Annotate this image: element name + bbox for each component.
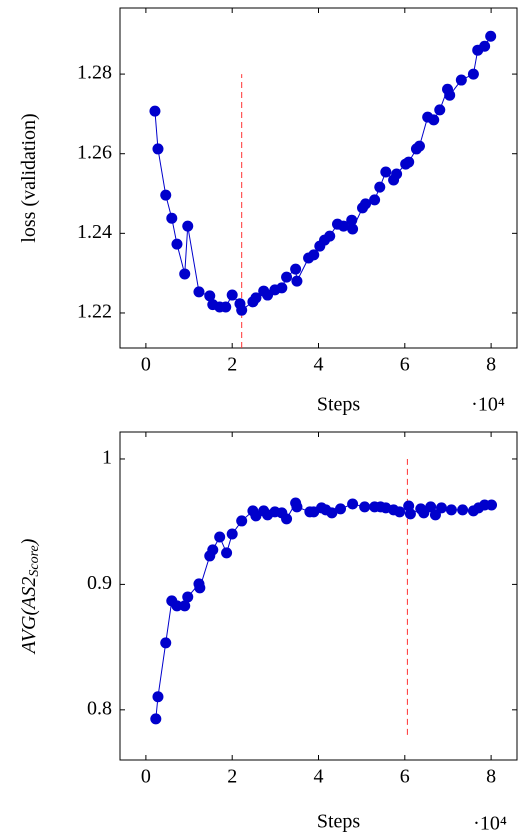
point <box>236 304 248 316</box>
point <box>281 513 293 525</box>
y-label-sub: Score <box>27 545 42 576</box>
y-label-end: ) <box>18 538 40 546</box>
y-label-main: AVG(AS2 <box>18 577 40 656</box>
series-line <box>155 501 492 719</box>
point <box>182 220 194 232</box>
point <box>403 156 415 168</box>
point <box>413 140 425 152</box>
point <box>338 220 350 232</box>
x-tick-label: 4 <box>314 766 324 788</box>
point <box>250 510 262 522</box>
point <box>434 104 446 116</box>
series-line <box>154 36 492 312</box>
point <box>435 502 447 514</box>
x-tick-label: 4 <box>314 354 324 376</box>
y-axis-label: AVG(AS2Score) <box>18 538 43 655</box>
point <box>404 508 416 520</box>
y-tick-label: 0.9 <box>87 572 112 594</box>
point <box>347 498 359 510</box>
point <box>467 68 479 80</box>
point <box>171 600 183 612</box>
point <box>276 282 288 294</box>
point <box>204 290 216 302</box>
y-tick-label: 1.28 <box>77 62 112 84</box>
point <box>171 238 183 250</box>
point <box>290 263 302 275</box>
point <box>445 504 457 516</box>
point <box>152 143 164 155</box>
y-axis-label: loss (validation) <box>18 113 40 242</box>
y-tick-label: 1.22 <box>77 301 112 323</box>
point <box>444 89 456 101</box>
point <box>220 301 232 313</box>
point <box>324 230 336 242</box>
x-axis-label: Steps <box>317 811 361 833</box>
y-tick-label: 1.24 <box>77 221 112 243</box>
point <box>214 531 226 543</box>
point <box>394 506 406 518</box>
x-tick-label: 0 <box>141 766 151 788</box>
x-multiplier: ·10⁴ <box>473 813 507 835</box>
point <box>428 114 440 126</box>
x-tick-label: 2 <box>227 766 237 788</box>
point <box>457 504 469 516</box>
y-tick-label: 1.26 <box>77 141 112 163</box>
y-tick-label: 0.8 <box>87 697 112 719</box>
point <box>236 515 248 527</box>
x-multiplier: ·10⁴ <box>471 394 505 416</box>
point <box>425 501 437 513</box>
point <box>152 691 164 703</box>
point <box>149 105 161 117</box>
point <box>360 198 372 210</box>
point <box>182 591 194 603</box>
x-tick-label: 6 <box>400 766 410 788</box>
point <box>160 637 172 649</box>
point <box>485 30 497 42</box>
point <box>479 40 491 52</box>
x-tick-label: 6 <box>400 354 410 376</box>
point <box>194 582 206 594</box>
point <box>281 271 293 283</box>
y-label-main: loss (validation) <box>18 113 40 242</box>
point <box>369 194 381 206</box>
point <box>291 501 303 513</box>
point <box>226 289 238 301</box>
point <box>308 249 320 261</box>
point <box>391 168 403 180</box>
point <box>207 544 219 556</box>
point <box>160 189 172 201</box>
point <box>347 223 359 235</box>
point <box>359 501 371 513</box>
point <box>455 74 467 86</box>
point <box>335 503 347 515</box>
x-tick-label: 8 <box>486 354 496 376</box>
point <box>166 212 178 224</box>
point <box>326 507 338 519</box>
point <box>226 528 238 540</box>
point <box>250 292 262 304</box>
x-tick-label: 8 <box>486 766 496 788</box>
point <box>193 286 205 298</box>
x-axis-label: Steps <box>317 394 361 416</box>
x-tick-label: 2 <box>227 354 237 376</box>
point <box>380 166 392 178</box>
point <box>179 600 191 612</box>
point <box>179 268 191 280</box>
point <box>486 499 498 511</box>
x-tick-label: 0 <box>141 354 151 376</box>
y-tick-label: 1 <box>102 447 112 469</box>
point <box>150 713 162 725</box>
point <box>346 214 358 226</box>
axes-frame <box>119 431 518 761</box>
axes-frame <box>119 7 518 349</box>
point <box>374 181 386 193</box>
point <box>291 275 303 287</box>
point <box>221 547 233 559</box>
